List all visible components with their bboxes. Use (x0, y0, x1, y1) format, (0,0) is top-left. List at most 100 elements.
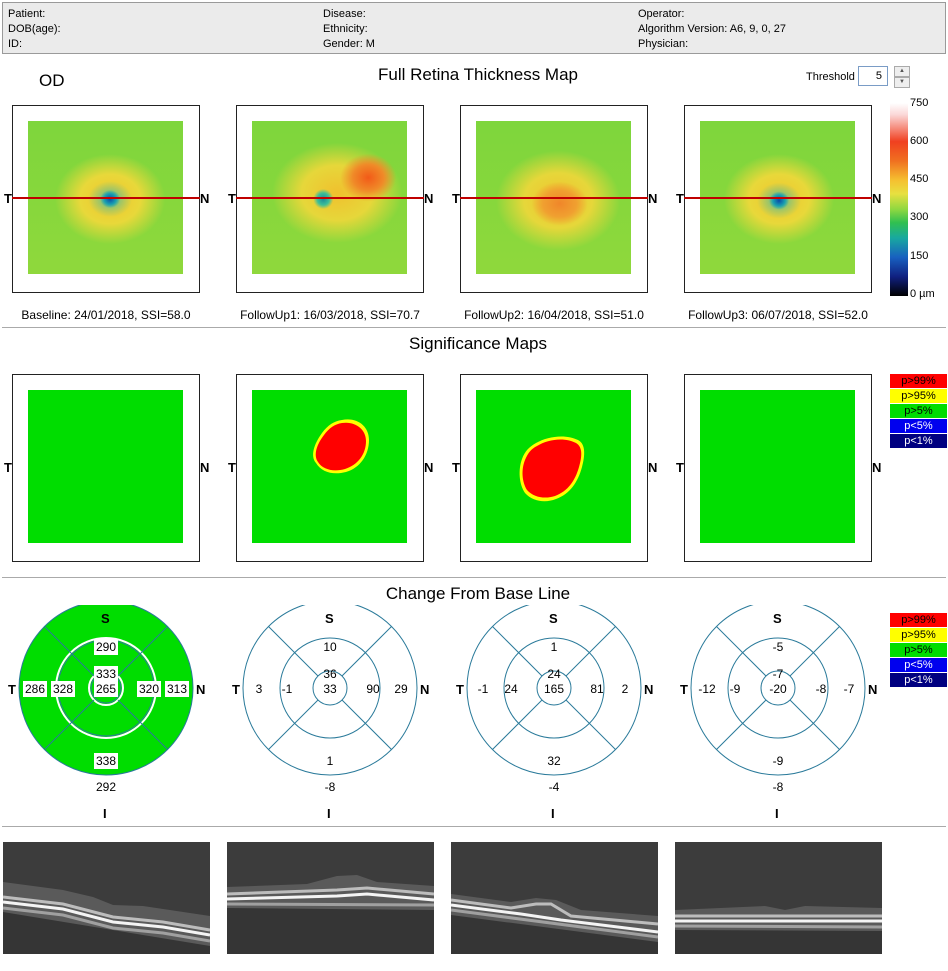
nasal-label: N (200, 191, 210, 206)
grid-value-inner-nasal: -8 (815, 682, 827, 696)
threshold-down-button[interactable]: ▼ (894, 77, 910, 88)
etdrs-grid-followup3 (690, 605, 866, 776)
grid-value-outer-superior: 1 (550, 640, 558, 654)
inferior-label: I (775, 806, 779, 821)
change-legend: p>99% p>95% p>5% p<5% p<1% (890, 613, 947, 687)
grid-value-center: 33 (323, 682, 337, 696)
significance-heatmap (700, 390, 855, 543)
scan-caption-followup2: FollowUp2: 16/04/2018, SSI=51.0 (464, 308, 644, 322)
scan-caption-followup1: FollowUp1: 16/03/2018, SSI=70.7 (240, 308, 420, 322)
inferior-label: I (327, 806, 331, 821)
legend-p95: p>95% (890, 628, 947, 642)
temporal-label: T (456, 682, 464, 697)
grid-value-inner-temporal: 24 (504, 682, 518, 696)
grid-value-outer-inferior: 292 (94, 779, 118, 795)
scale-tick-label: 0 µm (910, 288, 935, 300)
nasal-label: N (644, 682, 654, 697)
legend-p99: p>99% (890, 613, 947, 627)
grid-value-inner-inferior: 32 (547, 754, 561, 768)
legend-pless1: p<1% (890, 434, 947, 448)
temporal-label: T (676, 460, 684, 475)
grid-value-inner-nasal: 320 (137, 681, 161, 697)
temporal-label: T (452, 191, 460, 206)
operator-label: Operator: (638, 8, 685, 20)
nasal-label: N (200, 460, 210, 475)
thickness-map-title: Full Retina Thickness Map (378, 65, 578, 84)
significance-map-followup2 (460, 374, 648, 562)
temporal-label: T (228, 191, 236, 206)
etdrs-grids (18, 605, 866, 776)
grid-value-inner-superior: -7 (772, 667, 784, 681)
inferior-label: I (551, 806, 555, 821)
id-label: ID: (8, 38, 23, 50)
thickness-map-followup1 (236, 105, 424, 293)
grid-value-outer-temporal: 286 (23, 681, 47, 697)
grid-value-outer-temporal: 3 (255, 682, 263, 696)
significance-map-followup1 (236, 374, 424, 562)
significance-heatmap (476, 390, 631, 543)
legend-pless5: p<5% (890, 658, 947, 672)
scan-line (684, 197, 872, 199)
eye-label: OD (39, 71, 65, 90)
threshold-up-button[interactable]: ▲ (894, 66, 910, 77)
algorithm-version-label: Algorithm Version: A6, 9, 0, 27 (638, 23, 786, 35)
nasal-label: N (648, 460, 658, 475)
significance-legend: p>99% p>95% p>5% p<5% p<1% (890, 374, 947, 448)
grid-value-inner-temporal: 328 (51, 681, 75, 697)
grid-value-outer-nasal: -7 (843, 682, 855, 696)
superior-label: S (773, 611, 782, 626)
temporal-label: T (676, 191, 684, 206)
oct-bscan-followup2 (451, 842, 658, 954)
grid-value-inner-superior: 36 (323, 667, 337, 681)
thickness-color-scale (890, 103, 908, 296)
grid-value-inner-inferior: 338 (94, 753, 118, 769)
scale-tick-label: 300 (910, 211, 929, 223)
threshold-input[interactable]: 5 (858, 66, 888, 86)
grid-value-outer-temporal: -12 (698, 682, 716, 696)
grid-value-outer-nasal: 313 (165, 681, 189, 697)
ethnicity-label: Ethnicity: (323, 23, 368, 35)
retina-layers (675, 842, 882, 954)
section-divider (2, 327, 946, 328)
retina-layers (227, 842, 434, 954)
significance-maps-title: Significance Maps (409, 334, 547, 353)
grid-value-center: 165 (543, 682, 565, 696)
dob-label: DOB(age): (8, 23, 61, 35)
scan-line (460, 197, 648, 199)
nasal-label: N (868, 682, 878, 697)
grid-value-inner-nasal: 90 (366, 682, 380, 696)
grid-value-inner-temporal: -1 (281, 682, 293, 696)
patient-label: Patient: (8, 8, 46, 20)
etdrs-grid-followup2 (466, 605, 642, 776)
grid-value-center: -20 (769, 682, 787, 696)
nasal-label: N (420, 682, 430, 697)
grid-value-outer-temporal: -1 (477, 682, 489, 696)
patient-info-header: Patient: DOB(age): ID: Disease: Ethnicit… (2, 2, 946, 54)
grid-value-outer-superior: 290 (94, 639, 118, 655)
temporal-label: T (8, 682, 16, 697)
superior-label: S (101, 611, 110, 626)
section-divider (2, 577, 946, 578)
significance-heatmap (252, 390, 407, 543)
disease-label: Disease: (323, 8, 366, 20)
gender-label: Gender: M (323, 38, 375, 50)
scale-tick-label: 600 (910, 135, 929, 147)
grid-value-outer-nasal: 2 (621, 682, 629, 696)
scale-tick-label: 450 (910, 173, 929, 185)
grid-value-inner-temporal: -9 (729, 682, 741, 696)
scan-line (236, 197, 424, 199)
retina-layers (3, 842, 210, 954)
superior-label: S (325, 611, 334, 626)
nasal-label: N (424, 460, 434, 475)
change-from-baseline-title: Change From Base Line (385, 584, 571, 603)
scan-line (12, 197, 200, 199)
thickness-map-followup3 (684, 105, 872, 293)
oct-bscan-baseline (3, 842, 210, 954)
grid-value-inner-inferior: -9 (772, 754, 784, 768)
retina-layers (451, 842, 658, 954)
grid-value-outer-inferior: -8 (772, 780, 784, 794)
nasal-label: N (648, 191, 658, 206)
legend-pless1: p<1% (890, 673, 947, 687)
thickness-map-baseline (12, 105, 200, 293)
grid-value-outer-superior: -5 (772, 640, 784, 654)
